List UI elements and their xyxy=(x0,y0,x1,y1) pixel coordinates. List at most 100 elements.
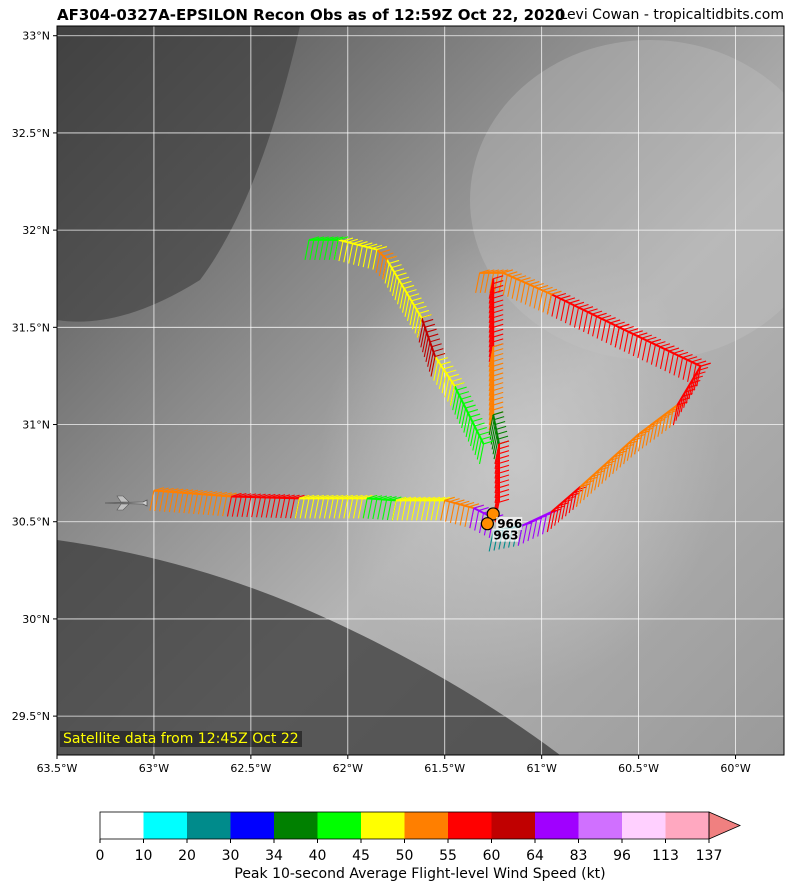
wind-barb-staff xyxy=(594,470,600,491)
wind-barb-flag xyxy=(507,271,518,276)
wind-barb-flag xyxy=(596,312,607,317)
wind-barb-staff xyxy=(246,496,252,518)
wind-barb-staff xyxy=(476,439,482,460)
wind-barb-staff xyxy=(423,336,429,358)
wind-barb-flag xyxy=(498,450,510,455)
wind-barb-staff xyxy=(604,460,611,481)
wind-barb-flag xyxy=(473,504,484,509)
wind-barb-flag xyxy=(393,268,405,273)
wind-barb-flag xyxy=(493,348,504,353)
wind-barb-staff xyxy=(650,344,656,365)
map-title: AF304-0327A-EPSILON Recon Obs as of 12:5… xyxy=(57,6,566,24)
wind-barb-staff xyxy=(461,407,467,429)
wind-barb-staff xyxy=(601,463,607,484)
wind-barb-staff xyxy=(401,500,407,521)
wind-barb-staff xyxy=(467,421,473,442)
wind-barb-staff xyxy=(444,377,450,398)
wind-barb-flag xyxy=(542,286,553,291)
wind-barb-flag xyxy=(386,255,397,260)
colorbar-tick-label: 20 xyxy=(178,848,196,864)
wind-barb-staff xyxy=(178,492,184,513)
wind-barb-flag xyxy=(416,305,427,310)
wind-barb-staff xyxy=(568,492,574,514)
wind-barb-staff xyxy=(396,500,402,521)
wind-barb-flag xyxy=(456,386,467,391)
wind-barb-staff xyxy=(420,500,426,521)
lon-tick-label: 62°W xyxy=(333,762,363,775)
wind-barb-segment xyxy=(494,440,510,523)
colorbar-swatch xyxy=(578,812,622,839)
wind-barb-staff xyxy=(586,476,592,497)
wind-barb-staff xyxy=(678,357,684,378)
wind-barb-flag xyxy=(582,306,594,311)
wind-barb-flag xyxy=(496,430,508,435)
wind-barb-staff xyxy=(217,495,223,516)
wind-barb-staff xyxy=(260,497,266,518)
wind-barb-staff xyxy=(433,360,439,381)
wind-barb-staff xyxy=(661,413,667,434)
wind-barb-flag xyxy=(467,409,479,414)
wind-barb-flag xyxy=(686,356,698,361)
wind-barb-staff xyxy=(623,331,629,352)
colorbar-swatch xyxy=(230,812,274,839)
wind-barb-segment xyxy=(382,255,432,338)
wind-barb-staff xyxy=(475,272,481,293)
wind-barb-staff xyxy=(270,497,276,518)
wind-barb-staff xyxy=(532,518,538,539)
lon-tick-label: 60.5°W xyxy=(618,762,659,775)
wind-barb-staff xyxy=(619,447,625,468)
track-line xyxy=(502,271,552,296)
wind-barb-flag xyxy=(587,308,598,313)
wind-barb-staff xyxy=(659,348,665,370)
wind-barb-staff xyxy=(601,320,607,341)
wind-barb-flag xyxy=(668,347,680,352)
wind-barb-flag xyxy=(619,323,630,328)
wind-barb-staff xyxy=(687,361,693,382)
lat-tick-label: 30°N xyxy=(22,613,50,626)
wind-barb-staff xyxy=(459,505,465,526)
colorbar-tick-label: 60 xyxy=(483,848,501,864)
wind-barb-flag xyxy=(493,411,504,416)
wind-barb-staff xyxy=(668,353,675,374)
wind-barb-staff xyxy=(575,486,581,507)
colorbar-swatch xyxy=(448,812,492,839)
wind-barb-staff xyxy=(637,338,643,359)
wind-barb-staff xyxy=(664,350,670,372)
wind-barb-staff xyxy=(425,500,431,521)
wind-barb-flag xyxy=(493,406,504,411)
colorbar-swatch xyxy=(404,812,448,839)
wind-barb-flag xyxy=(573,301,585,306)
wind-barb-staff xyxy=(309,239,315,260)
wind-barb-staff xyxy=(236,496,242,517)
colorbar-tick-label: 34 xyxy=(265,848,283,864)
credit-text: Levi Cowan - tropicaltidbits.com xyxy=(559,7,784,23)
colorbar-tick-label: 0 xyxy=(96,848,105,864)
wind-barb-staff xyxy=(502,274,508,295)
colorbar-tick-label: 96 xyxy=(613,848,631,864)
pressure-label: 966 xyxy=(497,517,522,531)
wind-barb-flag xyxy=(493,396,504,401)
track-line xyxy=(367,497,397,502)
wind-barb-staff xyxy=(304,239,310,260)
wind-barb-staff xyxy=(649,422,655,443)
wind-barb-staff xyxy=(222,495,228,517)
wind-barb-flag xyxy=(426,328,437,333)
wind-barb-staff xyxy=(573,307,580,328)
wind-barb-staff xyxy=(551,296,557,317)
wind-barb-flag xyxy=(498,479,510,484)
wind-barb-staff xyxy=(396,284,403,305)
wind-barb-flag xyxy=(646,336,657,341)
wind-barb-segment xyxy=(226,492,310,519)
wind-barb-staff xyxy=(173,492,179,513)
wind-barb-staff xyxy=(587,313,593,335)
wind-barb-staff xyxy=(362,247,368,268)
track-line xyxy=(550,485,582,513)
colorbar-swatch xyxy=(143,812,187,839)
wind-barb-flag xyxy=(498,493,510,498)
wind-barb-flag xyxy=(421,314,432,319)
colorbar-swatch xyxy=(317,812,361,839)
colorbar-tick-label: 40 xyxy=(309,848,327,864)
wind-barb-staff xyxy=(583,480,589,501)
wind-barb-segment xyxy=(304,236,349,260)
